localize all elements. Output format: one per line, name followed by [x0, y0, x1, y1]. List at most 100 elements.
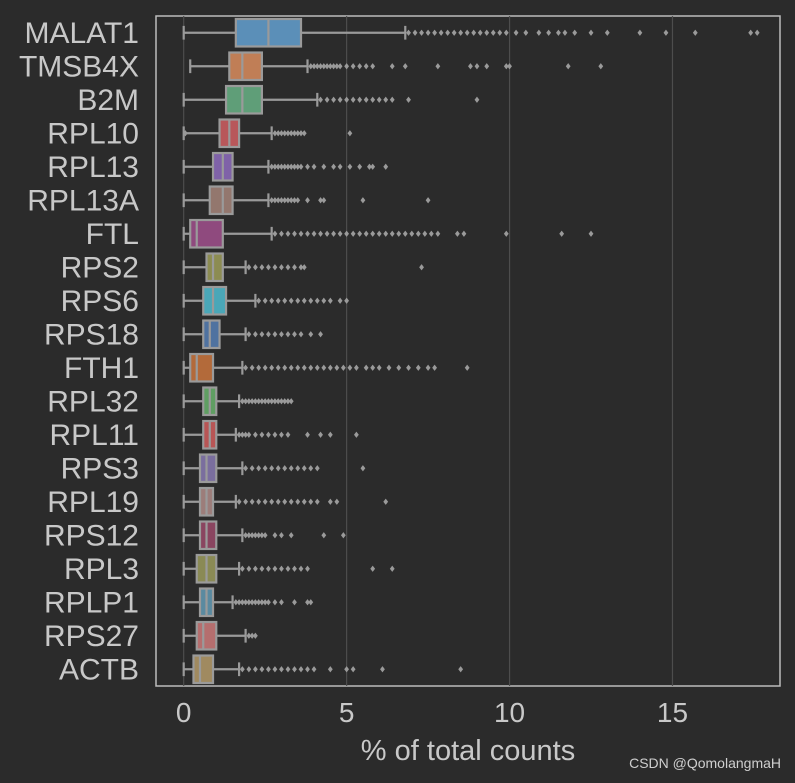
outlier-point: [259, 565, 265, 572]
iqr-box: [208, 185, 234, 216]
outlier-point: [334, 364, 340, 371]
outlier-point: [455, 230, 460, 237]
outlier-point: [259, 599, 265, 606]
outlier-point: [236, 431, 242, 438]
outlier-point: [266, 565, 271, 572]
outlier-point: [402, 230, 408, 237]
outlier-point: [318, 96, 323, 103]
outlier-point: [334, 498, 340, 505]
outlier-point: [321, 364, 327, 371]
outlier-point: [246, 431, 252, 438]
outlier-point: [262, 465, 268, 472]
outlier-point: [370, 364, 376, 371]
outlier-point: [301, 465, 307, 472]
box-rps27: [182, 620, 258, 651]
outlier-point: [262, 532, 268, 539]
outlier-point: [252, 666, 258, 673]
outlier-point: [243, 465, 249, 472]
outlier-point: [266, 264, 271, 271]
outlier-point: [292, 565, 297, 572]
outlier-point: [295, 163, 301, 170]
iqr-box: [224, 84, 264, 115]
gene-label: RPLP1: [44, 586, 139, 619]
outlier-point: [243, 398, 249, 405]
box-rps12: [182, 520, 346, 551]
x-tick-label: 5: [339, 697, 355, 728]
outlier-point: [412, 29, 418, 36]
box-rps6: [182, 285, 350, 316]
outlier-point: [275, 465, 281, 472]
outlier-point: [357, 96, 363, 103]
outlier-point: [298, 331, 304, 338]
outlier-point: [314, 498, 320, 505]
outlier-point: [321, 532, 327, 539]
outlier-point: [389, 230, 395, 237]
outlier-point: [288, 498, 294, 505]
outlier-point: [546, 29, 552, 36]
outlier-point: [256, 532, 262, 539]
outlier-point: [321, 297, 327, 304]
outlier-point: [389, 565, 395, 572]
outlier-point: [246, 264, 252, 271]
outlier-point: [445, 29, 451, 36]
outlier-point: [435, 63, 441, 70]
box-ftl: [182, 218, 594, 249]
outlier-point: [295, 130, 301, 137]
outlier-point: [337, 297, 343, 304]
outlier-point: [425, 197, 431, 204]
outlier-point: [282, 465, 288, 472]
gene-label: RPL13A: [27, 184, 139, 217]
outlier-point: [370, 230, 376, 237]
outlier-point: [272, 264, 278, 271]
outlier-point: [477, 29, 483, 36]
outlier-point: [252, 565, 258, 572]
box-fth1: [182, 352, 470, 383]
outlier-point: [279, 230, 284, 237]
outlier-point: [282, 297, 288, 304]
gene-label: MALAT1: [25, 17, 139, 50]
outlier-point: [314, 297, 320, 304]
gene-label: RPL32: [47, 385, 139, 418]
outlier-point: [256, 364, 262, 371]
outlier-point: [252, 264, 258, 271]
outlier-point: [308, 465, 314, 472]
outlier-point: [282, 163, 288, 170]
outlier-point: [353, 431, 359, 438]
outlier-point: [572, 29, 578, 36]
outlier-point: [288, 130, 294, 137]
outlier-point: [246, 565, 252, 572]
outlier-point: [484, 63, 490, 70]
outlier-point: [239, 565, 245, 572]
outlier-point: [239, 431, 245, 438]
gene-label: RPL10: [47, 117, 139, 150]
outlier-point: [347, 163, 353, 170]
outlier-point: [256, 465, 262, 472]
outlier-point: [272, 130, 278, 137]
box-rpl13: [182, 151, 389, 182]
outlier-point: [556, 29, 561, 36]
outlier-point: [272, 599, 278, 606]
iqr-box: [202, 319, 221, 350]
outlier-point: [536, 29, 542, 36]
outlier-point: [266, 599, 271, 606]
outlier-point: [415, 230, 421, 237]
outlier-point: [350, 666, 356, 673]
iqr-box: [202, 285, 228, 316]
outlier-point: [604, 29, 610, 36]
outlier-point: [471, 29, 477, 36]
outlier-point: [262, 364, 268, 371]
outlier-point: [288, 364, 294, 371]
outlier-point: [239, 599, 245, 606]
outlier-point: [503, 230, 509, 237]
outlier-point: [350, 63, 356, 70]
outlier-point: [347, 364, 353, 371]
box-tmsb4x: [189, 51, 604, 82]
outlier-point: [376, 364, 382, 371]
outlier-point: [360, 197, 366, 204]
outlier-point: [305, 666, 310, 673]
outlier-point: [285, 230, 291, 237]
outlier-point: [272, 431, 278, 438]
gene-label: RPS2: [61, 251, 139, 284]
outlier-point: [275, 498, 281, 505]
outlier-point: [282, 130, 288, 137]
